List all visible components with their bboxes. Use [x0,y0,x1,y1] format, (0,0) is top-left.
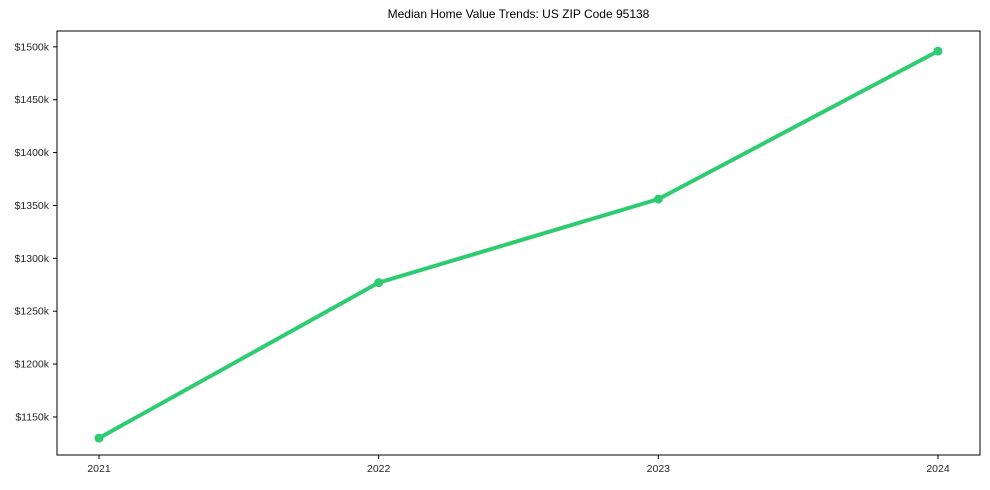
x-axis-tick-label: 2021 [87,463,111,475]
data-point [653,194,663,204]
y-axis-tick-label: $1300k [15,253,50,265]
y-axis-tick-label: $1250k [15,306,50,318]
y-axis-tick-label: $1350k [15,200,50,212]
y-axis-tick-label: $1500k [15,41,50,53]
plot-border [56,30,981,456]
x-axis-tick-label: 2024 [926,463,950,475]
data-point [94,433,104,443]
y-axis-tick-label: $1450k [15,94,50,106]
x-axis-tick-label: 2023 [647,463,671,475]
y-axis-tick-label: $1400k [15,147,50,159]
chart-title: Median Home Value Trends: US ZIP Code 95… [387,7,650,21]
y-axis-tick-label: $1150k [15,411,49,423]
y-axis-tick-label: $1200k [15,359,50,371]
data-point [374,278,384,288]
data-point [933,46,943,56]
trend-line [97,49,940,441]
x-axis-tick-label: 2022 [367,463,391,475]
